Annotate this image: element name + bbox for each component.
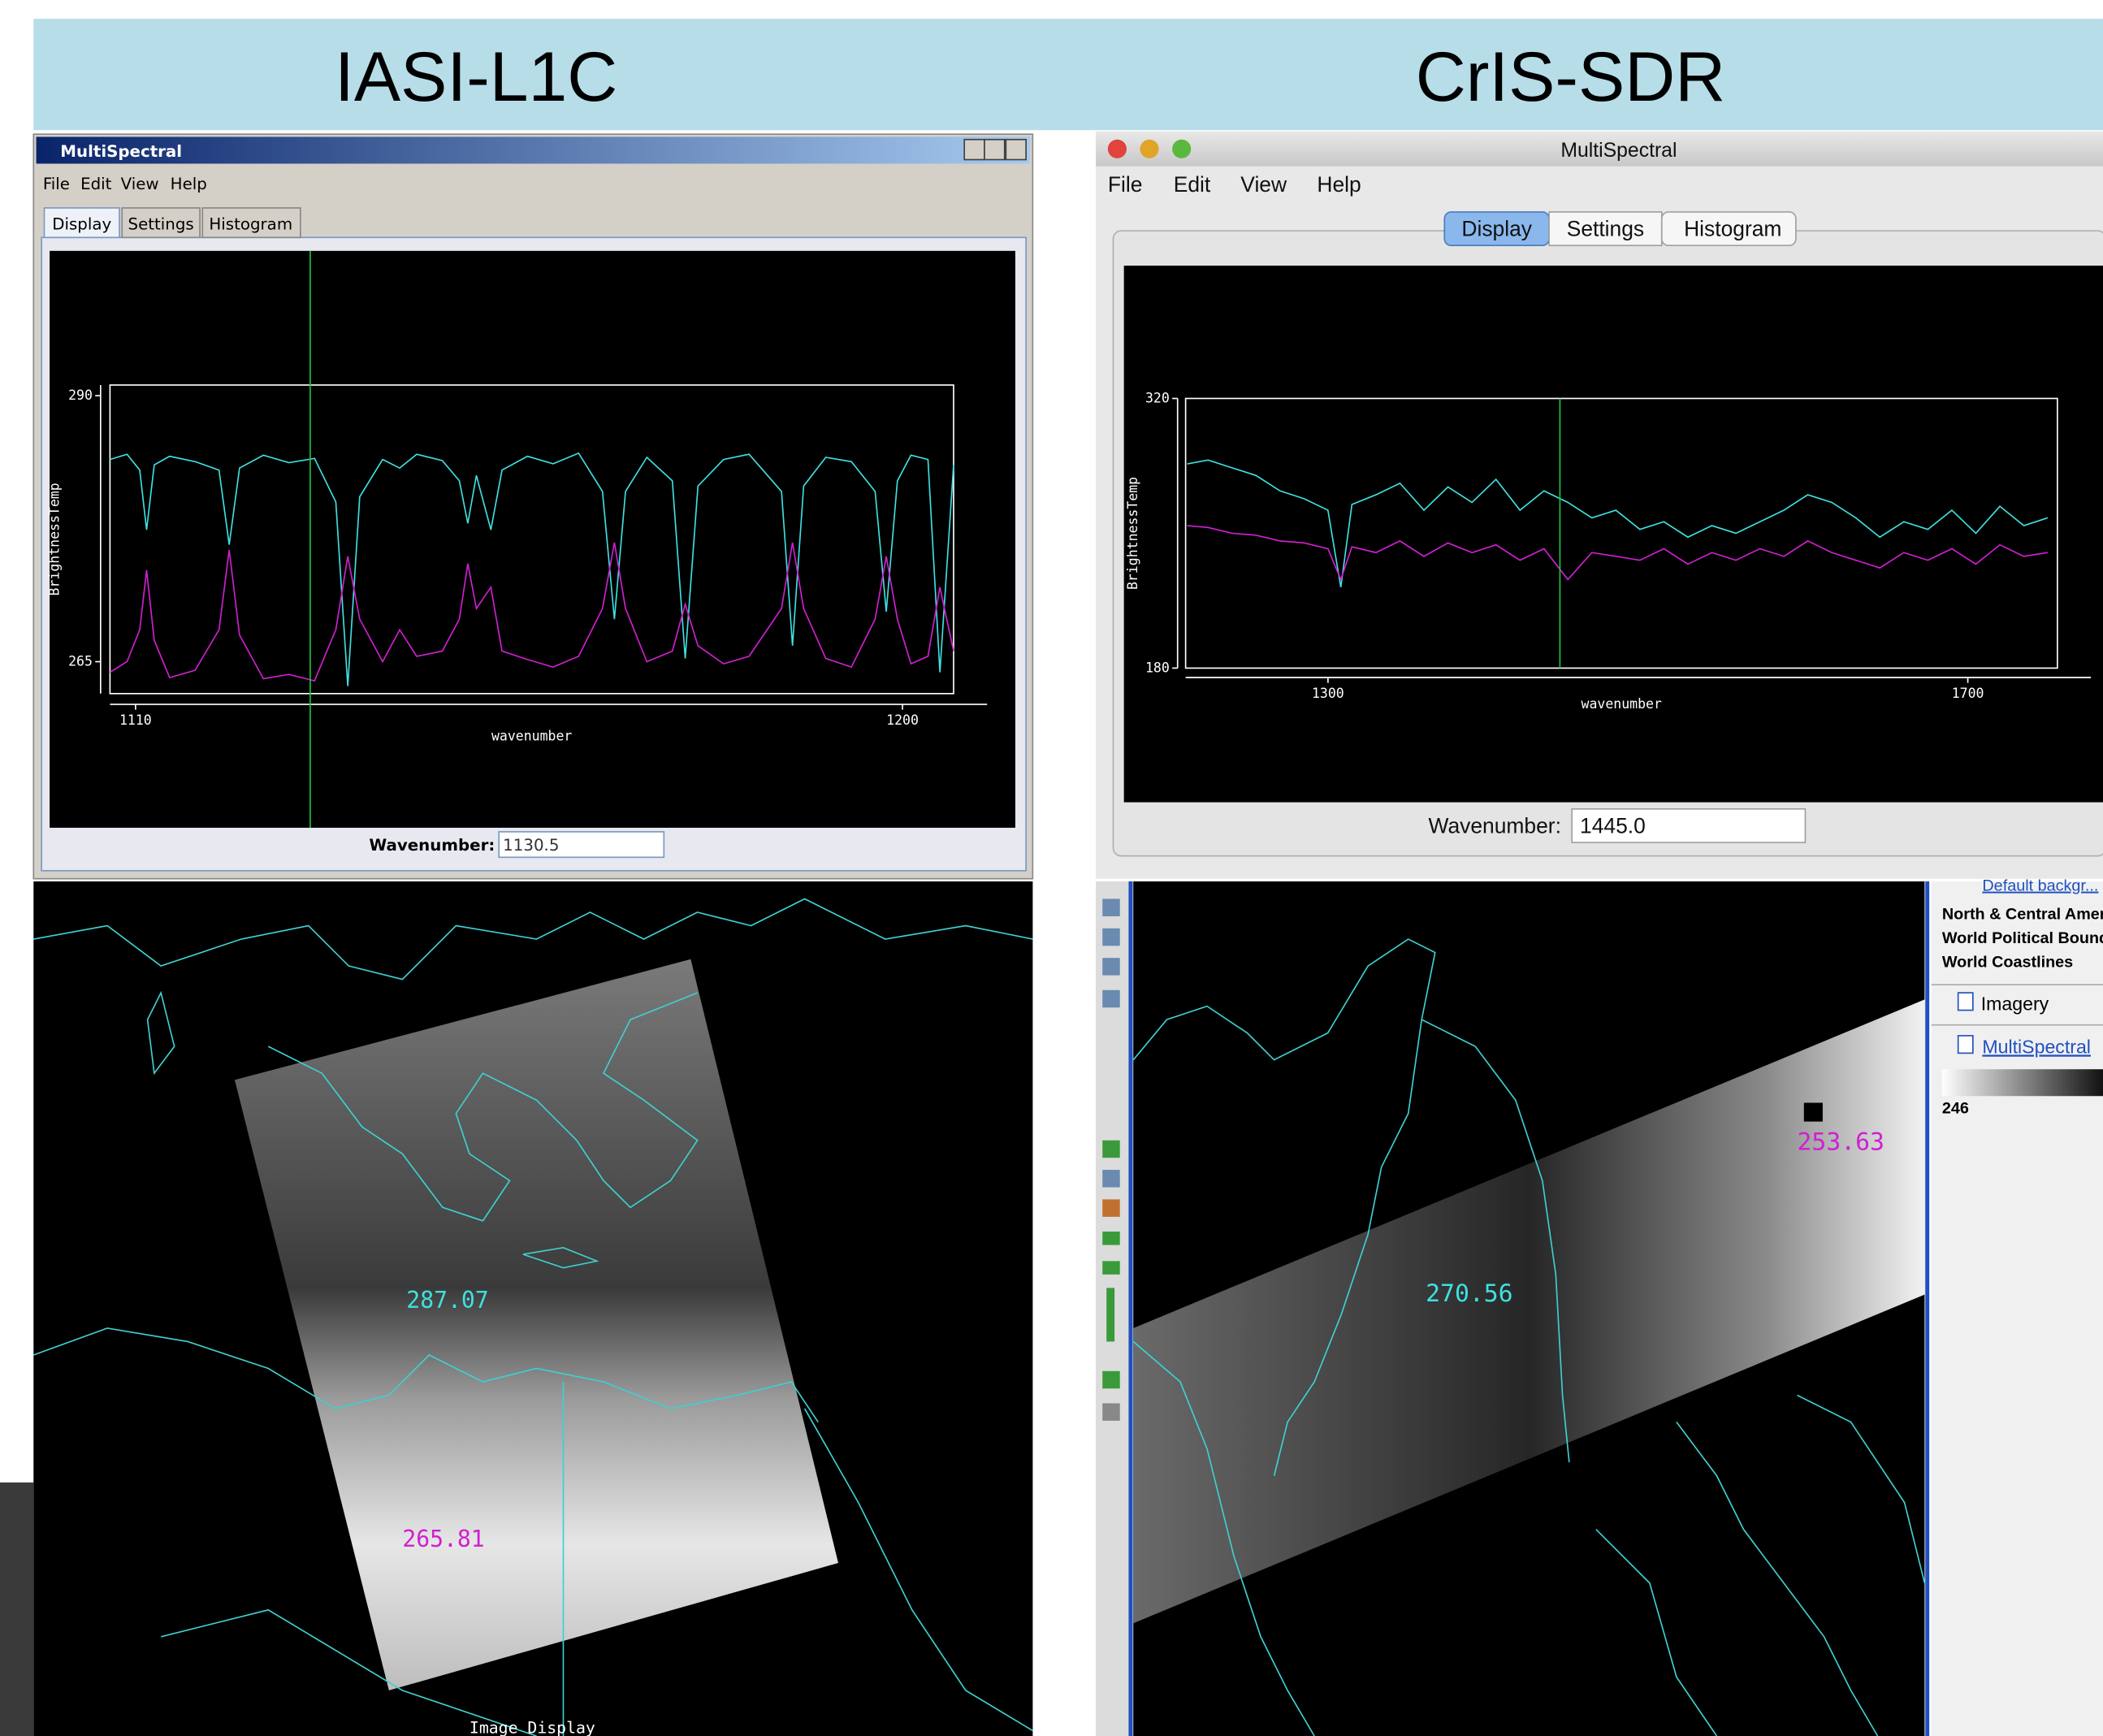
title-bar bbox=[36, 136, 1031, 164]
checkbox[interactable] bbox=[1957, 992, 1974, 1011]
tab-label[interactable]: Histogram bbox=[1684, 217, 1781, 241]
tab[interactable] bbox=[1548, 211, 1663, 247]
spectrum-line bbox=[109, 542, 954, 682]
tab[interactable] bbox=[121, 207, 201, 239]
field-label: Wavenumber: bbox=[369, 836, 495, 855]
layer-item: North & Central America bbox=[1942, 905, 2103, 923]
window-title: MultiSpectral bbox=[60, 142, 182, 161]
minimize-button[interactable] bbox=[963, 138, 985, 161]
chart-area bbox=[50, 250, 1015, 828]
close-button[interactable] bbox=[1107, 139, 1127, 158]
spectrum-line bbox=[1187, 525, 2049, 582]
tab[interactable] bbox=[43, 207, 120, 239]
map-label: 270.56 bbox=[1426, 1279, 1512, 1308]
spectrum-line bbox=[110, 452, 954, 686]
x-tick-label: 1300 bbox=[1312, 686, 1344, 701]
toolbar-icons[interactable] bbox=[1102, 898, 1120, 1421]
coastlines bbox=[32, 898, 1033, 1736]
color-bar bbox=[1941, 1069, 2103, 1097]
x-tick-label: 1110 bbox=[119, 712, 152, 728]
header-band bbox=[33, 19, 2103, 131]
tab-label[interactable]: Display bbox=[1461, 217, 1532, 241]
layer-link[interactable]: Default backgr... bbox=[1982, 877, 2098, 895]
text-field[interactable] bbox=[1571, 808, 1807, 843]
window-title: MultiSpectral bbox=[1560, 140, 1677, 162]
menu-item[interactable]: View bbox=[121, 175, 159, 193]
menu-item[interactable]: Edit bbox=[1174, 172, 1211, 197]
menu-item[interactable]: File bbox=[43, 175, 70, 193]
image-pixel bbox=[1803, 1102, 1823, 1122]
field-value[interactable]: 1445.0 bbox=[1580, 814, 1646, 838]
tab-label[interactable]: Display bbox=[52, 214, 111, 233]
zoom-button[interactable] bbox=[1172, 139, 1192, 158]
checkbox[interactable] bbox=[1957, 1035, 1974, 1054]
maximize-button[interactable] bbox=[984, 138, 1006, 161]
layer-item: World Political Boundaries bbox=[1942, 929, 2103, 947]
y-axis-label: BrightnessTemp bbox=[47, 483, 63, 595]
x-tick-label: 1700 bbox=[1952, 686, 1984, 701]
tab-label[interactable]: Histogram bbox=[209, 214, 292, 233]
menu-item[interactable]: Help bbox=[1317, 172, 1361, 197]
image-swath bbox=[1133, 999, 1925, 1624]
tab[interactable] bbox=[1660, 211, 1797, 247]
side-strip bbox=[0, 1482, 34, 1736]
layer-link[interactable]: MultiSpectral bbox=[1982, 1036, 2091, 1057]
layer-panel bbox=[1931, 881, 2103, 1736]
plot-frame bbox=[1184, 397, 2058, 669]
field-value[interactable]: 1130.5 bbox=[503, 836, 559, 855]
y-tick-label: 180 bbox=[1145, 660, 1170, 675]
color-bar-label: 246 bbox=[1942, 1100, 1969, 1118]
header-title: CrIS-SDR bbox=[1416, 38, 1726, 116]
header-title: IASI-L1C bbox=[335, 38, 617, 116]
field-label: Wavenumber: bbox=[1429, 814, 1561, 838]
y-tick-label: 290 bbox=[68, 387, 93, 403]
right-map: 270.56 253.63 Default backgr... North & … bbox=[1095, 877, 2103, 1736]
menu-item[interactable]: File bbox=[1108, 172, 1143, 197]
map-label: 253.63 bbox=[1798, 1128, 1884, 1156]
menu-item[interactable]: View bbox=[1240, 172, 1287, 197]
y-tick-label: 265 bbox=[68, 653, 93, 669]
y-tick-label: 320 bbox=[1145, 390, 1170, 405]
spectrum-line bbox=[1187, 459, 2049, 587]
map-label: 287.07 bbox=[406, 1287, 488, 1314]
coastlines bbox=[1132, 938, 1926, 1736]
tab[interactable] bbox=[201, 207, 301, 239]
x-axis-label: wavenumber bbox=[1582, 696, 1662, 712]
map-label: 265.81 bbox=[402, 1526, 484, 1552]
left-map: 287.07 265.81 Image Display bbox=[32, 881, 1033, 1736]
title-bar bbox=[1095, 131, 2103, 167]
menu-item[interactable]: Edit bbox=[80, 175, 112, 193]
minimize-button[interactable] bbox=[1140, 139, 1159, 158]
x-axis-label: wavenumber bbox=[491, 729, 572, 744]
menu-item[interactable]: Help bbox=[171, 175, 207, 193]
tab-label[interactable]: Settings bbox=[128, 214, 194, 233]
right-window: MultiSpectral File Edit View Help Displa… bbox=[1095, 131, 2103, 879]
close-button[interactable] bbox=[1005, 138, 1027, 161]
status-text: Image Display bbox=[469, 1719, 595, 1736]
tab-label[interactable]: Settings bbox=[1567, 217, 1644, 241]
plot-frame bbox=[109, 384, 954, 695]
text-field[interactable] bbox=[498, 831, 665, 859]
layer-item: World Coastlines bbox=[1942, 954, 2073, 972]
chart-area bbox=[1123, 265, 2103, 803]
y-axis-label: BrightnessTemp bbox=[1125, 477, 1140, 590]
left-window: MultiSpectral File Edit View Help Displa… bbox=[32, 133, 1034, 880]
x-tick-label: 1200 bbox=[886, 712, 919, 728]
layer-item: Imagery bbox=[1981, 994, 2049, 1015]
window-controls[interactable] bbox=[963, 138, 1027, 161]
